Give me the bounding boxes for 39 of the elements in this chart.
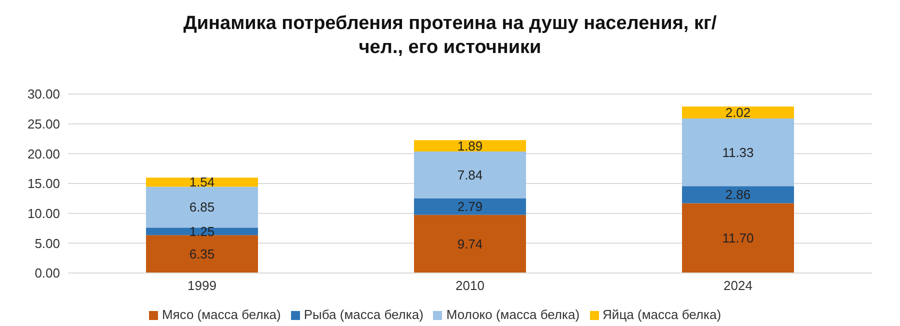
data-label: 11.70 [722,230,754,246]
y-tick-label: 20.00 [27,146,60,162]
y-tick-label: 15.00 [27,176,60,192]
data-label: 1.54 [189,174,215,190]
bar [414,151,526,198]
y-tick-label: 10.00 [27,206,60,221]
x-tick-label: 2024 [724,278,752,294]
legend-label: Рыба (масса белка) [304,307,424,322]
data-label: 2.02 [725,104,751,120]
legend-label: Молоко (масса белка) [446,307,580,322]
bar [682,186,794,204]
data-label: 1.25 [189,224,215,239]
bar [682,118,794,186]
bar [682,106,794,119]
data-label: 9.74 [457,236,483,252]
x-tick-label: 1999 [188,278,216,294]
y-tick-label: 30.00 [27,86,60,102]
data-label: 1.89 [457,138,483,154]
data-label: 6.85 [189,200,215,215]
data-label: 11.33 [722,144,754,160]
data-label: 2.86 [725,187,751,202]
bar [682,203,794,273]
y-tick-label: 25.00 [27,116,60,132]
data-label: 2.79 [457,199,483,214]
legend-label: Мясо (масса белка) [162,307,281,322]
chart-title: Динамика потребления протеина на душу населения, кг/чел., его источники [182,12,718,60]
y-tick-label: 0.00 [34,266,60,281]
bar [146,235,258,273]
y-tick-label: 5.00 [34,236,60,251]
data-label: 7.84 [457,167,483,182]
bar [414,140,526,152]
bar [414,214,526,273]
bar [146,186,258,228]
bar [146,178,258,187]
bar [146,228,258,236]
legend-label: Яйца (масса белка) [602,307,722,322]
x-tick-label: 2010 [456,278,484,294]
bar [414,198,526,215]
data-label: 6.35 [189,246,215,262]
